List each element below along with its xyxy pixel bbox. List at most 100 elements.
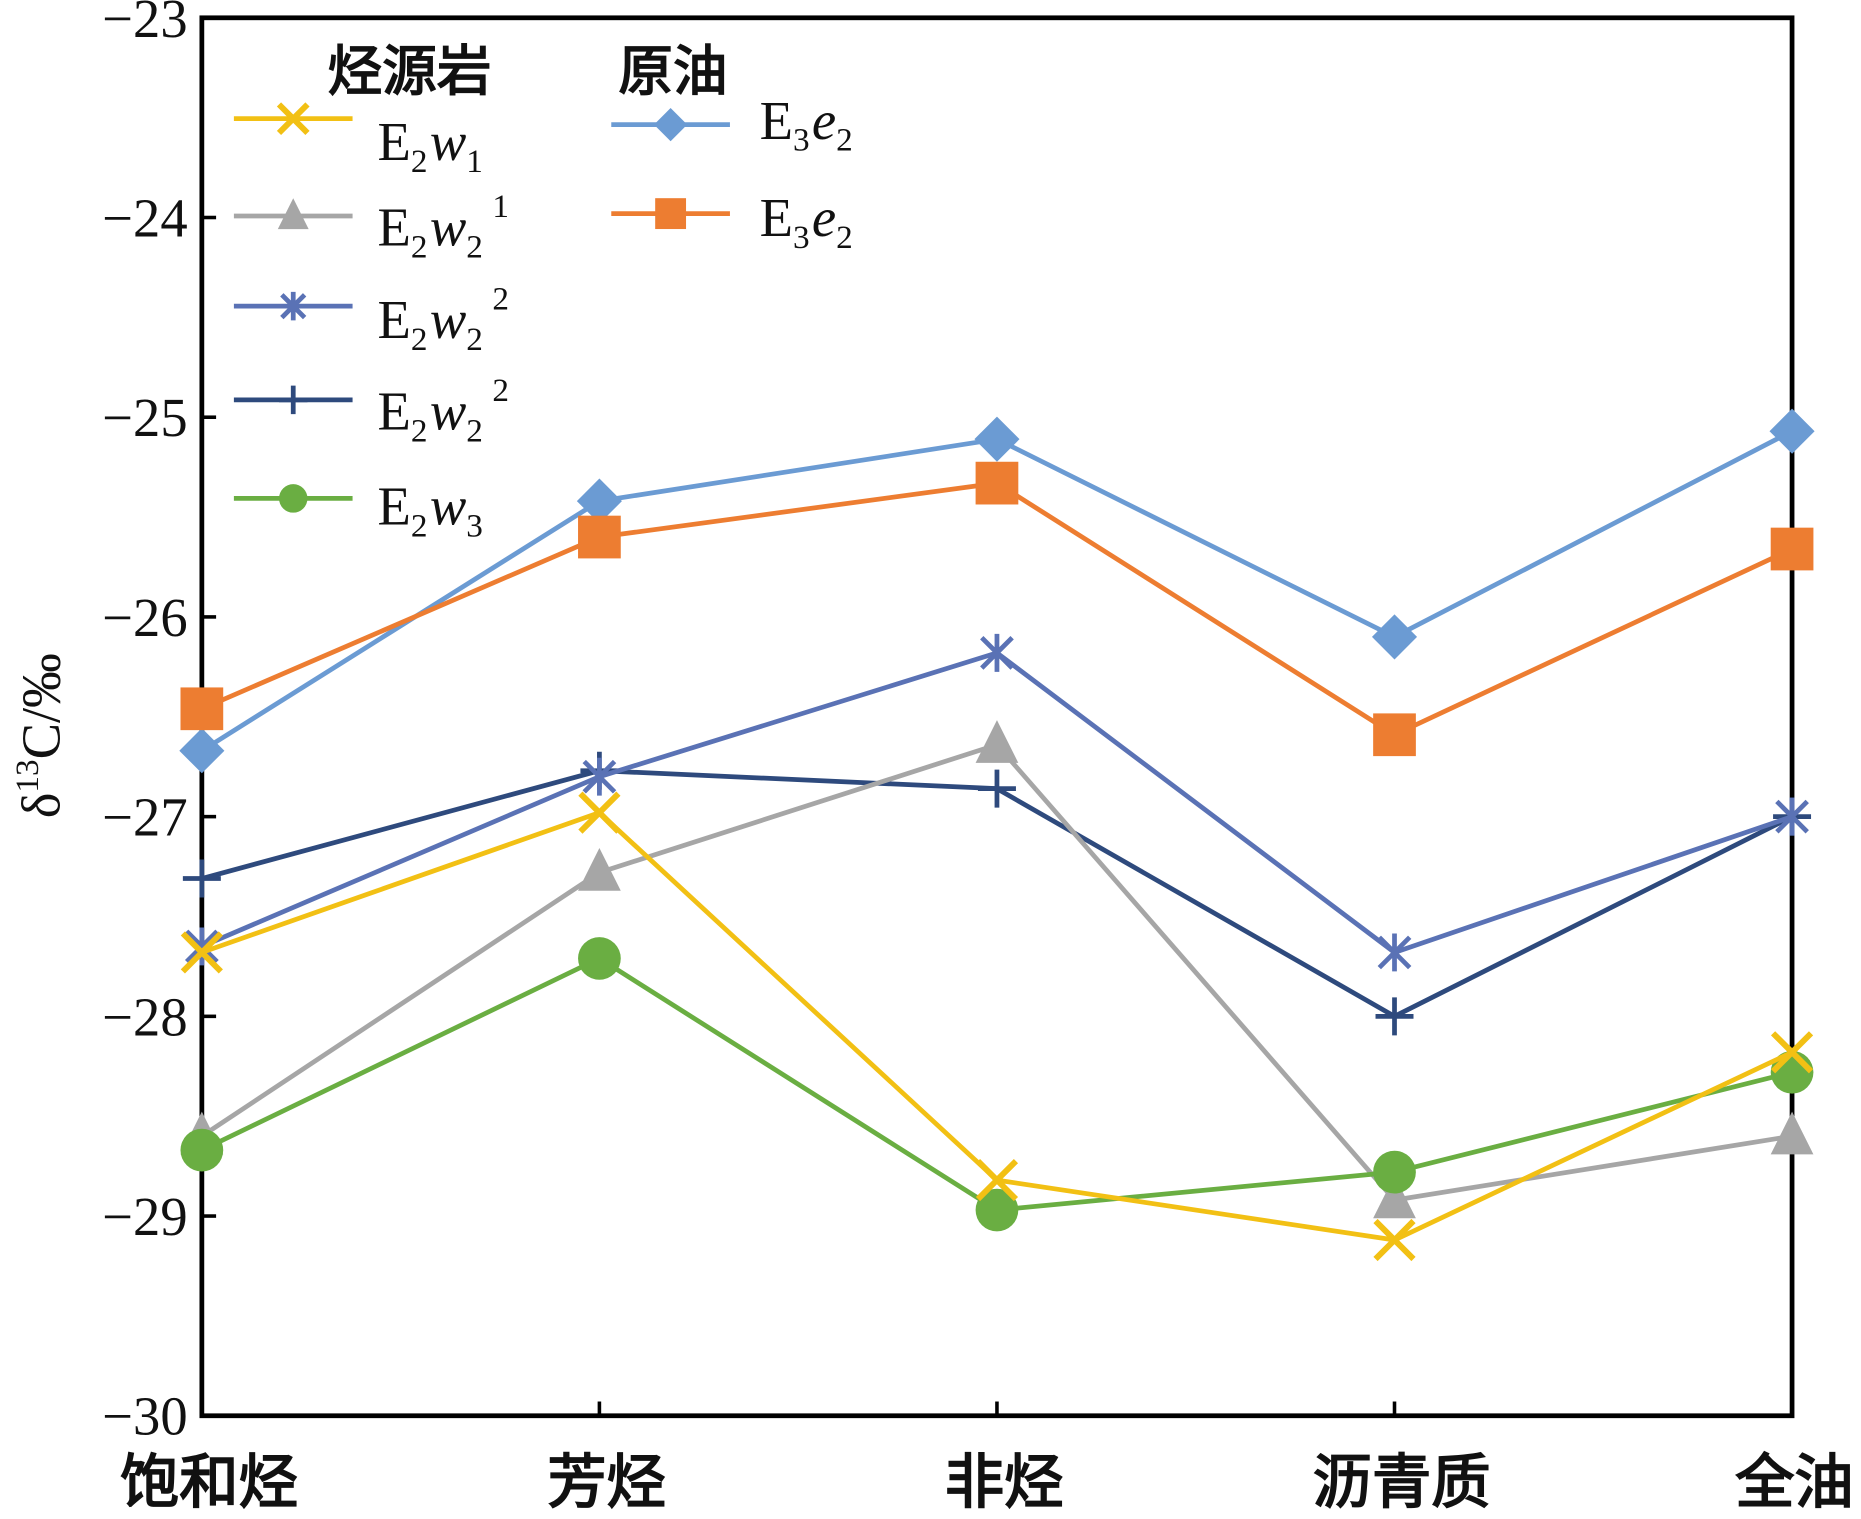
y-axis-label: δ13C/‰: [9, 653, 71, 818]
legend-label-base: E: [377, 197, 410, 258]
asterisk-marker: [280, 291, 307, 321]
y-tick-label: −23: [102, 0, 187, 49]
triangle-marker: [1770, 1111, 1814, 1155]
circle-marker: [975, 1188, 1019, 1232]
x-marker: [1373, 1218, 1416, 1262]
circle-marker: [278, 484, 308, 513]
x-tick-label: 非烃: [945, 1447, 1064, 1516]
x-marker: [276, 102, 310, 136]
x-marker: [578, 791, 621, 834]
y-tick-label: −30: [102, 1386, 187, 1447]
legend-label-subscript: 2: [411, 507, 428, 544]
square-marker: [655, 198, 687, 230]
x-tick-label: 沥青质: [1313, 1447, 1491, 1516]
square-marker: [180, 687, 224, 731]
circle-marker: [1373, 1150, 1416, 1194]
legend-label: E3e2: [760, 187, 853, 256]
x-marker: [180, 931, 223, 974]
diamond-marker: [1371, 614, 1418, 660]
legend-label-subscript: 2: [411, 412, 428, 449]
asterisk-marker: [1377, 933, 1412, 972]
x-tick-label: 芳烃: [547, 1447, 666, 1516]
legend-label-base: E: [377, 476, 410, 537]
legend-item: E3e2: [611, 187, 853, 256]
legend-label-base: E: [760, 90, 793, 151]
legend-label-subscript: 2: [411, 229, 428, 266]
y-axis-label-unit: C/‰: [10, 653, 71, 759]
legend-label-subscript: 2: [411, 143, 428, 180]
legend-label-subscript: 2: [466, 321, 483, 358]
x-tick-label: 全油: [1734, 1447, 1854, 1516]
asterisk-marker: [980, 633, 1014, 672]
asterisk-marker: [184, 927, 219, 966]
legend-label-variable: e: [812, 187, 836, 248]
square-marker: [1770, 527, 1814, 571]
legend-group-title: 烃源岩: [328, 39, 492, 103]
y-tick-label: −29: [102, 1186, 187, 1247]
legend-item: E2w3: [233, 476, 483, 545]
legend-label-subscript: 2: [836, 122, 853, 159]
series-0: [180, 791, 1814, 1262]
legend-label: E2w22: [377, 281, 508, 358]
legend-label: E2w3: [377, 476, 482, 545]
legend-label-variable: w: [430, 476, 466, 537]
diamond-marker: [1769, 408, 1815, 454]
x-marker: [975, 1159, 1019, 1202]
legend-label-subscript: 3: [793, 219, 810, 256]
legend-label-superscript: 2: [492, 372, 509, 409]
legend-label-subscript: 2: [411, 321, 428, 358]
y-tick-label: −26: [102, 587, 187, 648]
y-tick-label: −24: [102, 187, 187, 248]
series-4: [180, 937, 1814, 1232]
legend-label-subscript: 3: [466, 507, 483, 544]
triangle-marker: [578, 847, 621, 891]
legend-item: E2w22: [233, 372, 509, 449]
legend-label-base: E: [760, 187, 793, 248]
asterisk-marker: [582, 757, 617, 796]
legend-label: E2w1: [377, 111, 482, 180]
legend-label-variable: w: [430, 289, 466, 350]
square-marker: [975, 461, 1019, 505]
x-tick-label: 饱和烃: [120, 1447, 298, 1516]
plus-marker: [977, 769, 1016, 808]
legend-label-variable: w: [430, 381, 466, 442]
legend-label: E3e2: [760, 90, 853, 159]
y-tick-label: −27: [102, 787, 187, 848]
legend-label-subscript: 2: [466, 412, 483, 449]
asterisk-marker: [1775, 797, 1809, 836]
legend-label-variable: w: [430, 111, 466, 172]
series-6: [180, 461, 1814, 757]
legend-label-base: E: [377, 289, 410, 350]
legend-label-variable: e: [812, 90, 836, 151]
legend-label-superscript: 1: [492, 188, 509, 225]
legend-label-superscript: 2: [492, 281, 509, 318]
legend-label: E2w22: [377, 372, 508, 449]
y-tick-label: −28: [102, 986, 187, 1047]
triangle-marker: [277, 198, 309, 230]
legend-item: E2w22: [233, 281, 509, 358]
y-axis-label-superscript: 13: [9, 759, 46, 792]
series-2: [184, 633, 1809, 972]
legend-label-subscript: 2: [836, 219, 853, 256]
square-marker: [1373, 713, 1416, 757]
legend-label: E2w21: [377, 188, 508, 265]
x-marker: [1770, 1031, 1814, 1074]
legend-label-base: E: [377, 381, 410, 442]
legend-label-subscript: 2: [466, 229, 483, 266]
circle-marker: [578, 937, 621, 980]
plus-marker: [182, 859, 221, 898]
y-tick-label: −25: [102, 387, 187, 448]
series-layer: [179, 408, 1815, 1262]
legend-label-subscript: 1: [466, 143, 483, 180]
plus-marker: [1375, 997, 1414, 1036]
triangle-marker: [1373, 1175, 1416, 1219]
legend-label-base: E: [377, 111, 410, 172]
legend-item: E3e2: [611, 90, 853, 159]
legend-item: E2w21: [233, 188, 509, 266]
circle-marker: [180, 1128, 224, 1172]
triangle-marker: [975, 720, 1019, 763]
square-marker: [578, 515, 621, 559]
